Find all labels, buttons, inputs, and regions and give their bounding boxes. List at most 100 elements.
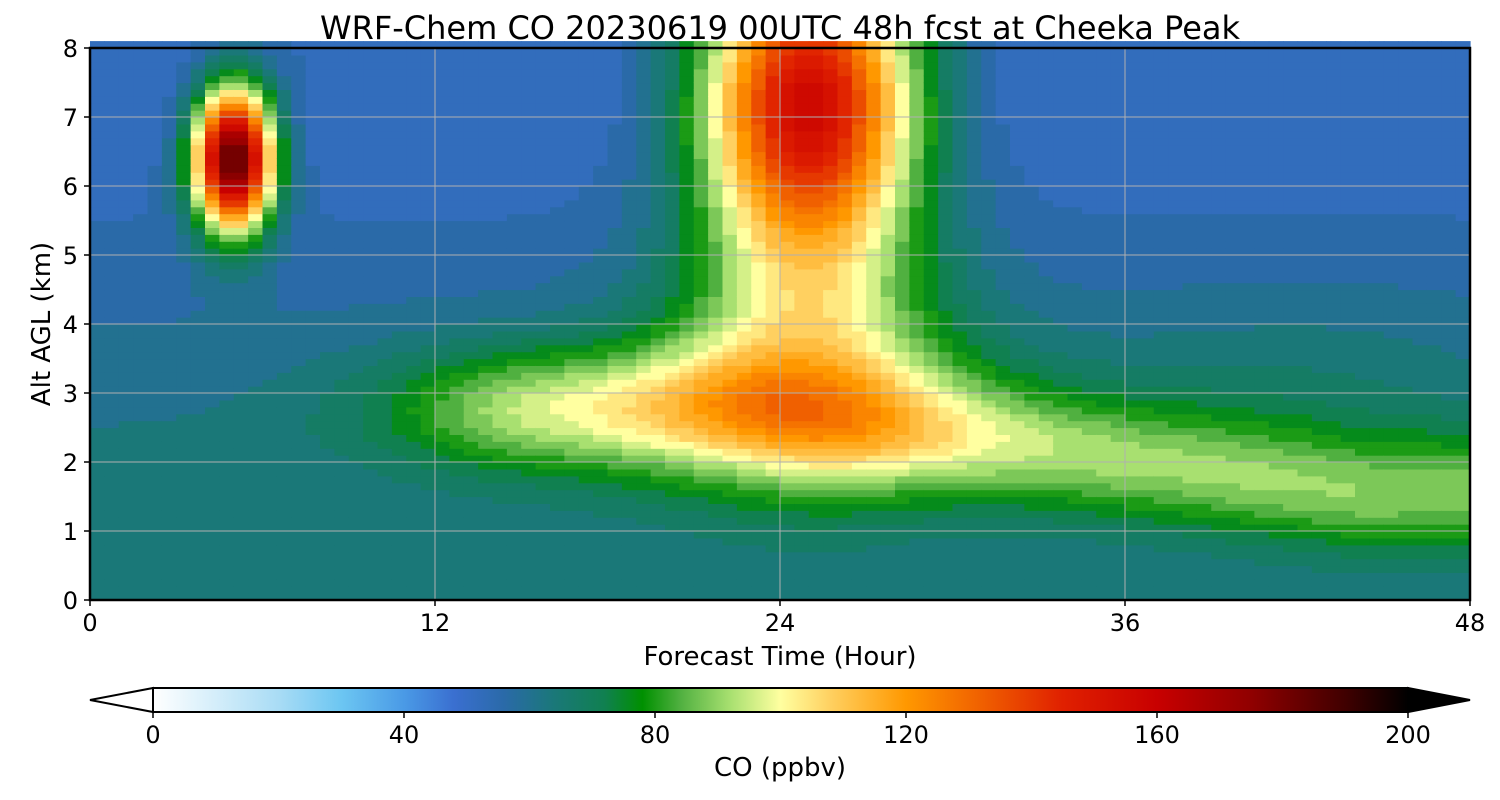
heatmap-cell — [391, 48, 407, 56]
heatmap-cell — [133, 289, 149, 297]
heatmap-cell — [161, 572, 177, 580]
heatmap-cell — [233, 324, 249, 332]
heatmap-cell — [679, 275, 695, 284]
heatmap-cell — [665, 241, 680, 249]
heatmap-cell — [147, 117, 163, 125]
heatmap-cell — [492, 441, 508, 449]
heatmap-cell — [722, 503, 738, 511]
heatmap-cell — [923, 158, 939, 166]
heatmap-cell — [550, 482, 565, 491]
heatmap-cell — [564, 586, 580, 594]
heatmap-cell — [866, 227, 882, 235]
heatmap-cell — [765, 379, 781, 387]
heatmap-cell — [190, 158, 206, 166]
heatmap-cell — [621, 89, 637, 97]
heatmap-cell — [722, 220, 738, 228]
heatmap-cell — [938, 172, 954, 180]
heatmap-cell — [276, 165, 292, 173]
heatmap-cell — [550, 586, 565, 594]
heatmap-cell — [966, 524, 982, 532]
heatmap-cell — [133, 54, 149, 63]
heatmap-cell — [435, 117, 450, 125]
heatmap-cell — [219, 475, 235, 484]
heatmap-cell — [478, 158, 494, 166]
heatmap-cell — [765, 455, 781, 463]
heatmap-cell — [104, 399, 120, 408]
heatmap-cell — [550, 579, 565, 587]
heatmap-cell — [607, 441, 623, 449]
heatmap-cell — [722, 261, 738, 270]
heatmap-cell — [952, 434, 968, 442]
heatmap-cell — [794, 172, 810, 180]
heatmap-cell — [463, 510, 479, 518]
heatmap-cell — [837, 406, 853, 415]
heatmap-cell — [506, 524, 522, 532]
heatmap-cell — [880, 75, 896, 84]
heatmap-cell — [895, 572, 910, 580]
heatmap-cell — [708, 282, 724, 291]
heatmap-cell — [837, 275, 853, 284]
heatmap-cell — [161, 393, 177, 401]
heatmap-cell — [736, 241, 752, 249]
heatmap-cell — [578, 117, 594, 125]
heatmap-cell — [492, 255, 508, 263]
heatmap-cell — [808, 248, 824, 256]
heatmap-cell — [679, 151, 695, 159]
heatmap-cell — [305, 227, 321, 235]
heatmap-cell — [650, 593, 666, 601]
heatmap-cell — [578, 413, 594, 422]
heatmap-cell — [751, 206, 767, 215]
heatmap-cell — [262, 386, 278, 394]
heatmap-cell — [808, 524, 824, 532]
heatmap-cell — [377, 399, 393, 408]
heatmap-cell — [794, 330, 810, 339]
heatmap-cell — [521, 310, 537, 318]
heatmap-cell — [363, 496, 379, 504]
heatmap-cell — [133, 434, 149, 442]
heatmap-cell — [104, 199, 120, 208]
heatmap-cell — [506, 544, 522, 553]
heatmap-cell — [133, 565, 149, 573]
heatmap-cell — [722, 96, 738, 104]
heatmap-cell — [391, 54, 407, 63]
heatmap-cell — [248, 310, 264, 318]
heatmap-cell — [248, 551, 264, 560]
heatmap-cell — [305, 462, 321, 470]
heatmap-cell — [463, 531, 479, 539]
heatmap-cell — [161, 537, 177, 546]
heatmap-cell — [90, 468, 105, 477]
heatmap-cell — [391, 586, 407, 594]
heatmap-cell — [909, 103, 925, 111]
heatmap-cell — [794, 96, 810, 104]
heatmap-cell — [923, 89, 939, 97]
heatmap-cell — [823, 558, 839, 567]
heatmap-cell — [593, 468, 609, 477]
heatmap-cell — [133, 282, 149, 291]
heatmap-cell — [276, 406, 292, 415]
heatmap-cell — [233, 503, 249, 511]
heatmap-cell — [90, 379, 105, 387]
heatmap-cell — [909, 165, 925, 173]
heatmap-cell — [118, 255, 134, 263]
heatmap-cell — [90, 517, 105, 525]
heatmap-cell — [794, 303, 810, 311]
heatmap-cell — [133, 234, 149, 242]
heatmap-cell — [435, 317, 450, 325]
heatmap-cell — [895, 172, 910, 180]
heatmap-cell — [506, 365, 522, 373]
heatmap-cell — [578, 351, 594, 360]
heatmap-cell — [851, 551, 867, 560]
heatmap-cell — [420, 517, 436, 525]
heatmap-cell — [406, 41, 422, 49]
heatmap-cell — [377, 393, 393, 401]
heatmap-cell — [320, 110, 335, 118]
heatmap-cell — [909, 255, 925, 263]
heatmap-cell — [161, 468, 177, 477]
heatmap-cell — [722, 365, 738, 373]
heatmap-cell — [823, 406, 839, 415]
heatmap-cell — [794, 248, 810, 256]
heatmap-cell — [161, 441, 177, 449]
heatmap-cell — [391, 61, 407, 70]
heatmap-cell — [478, 96, 494, 104]
heatmap-cell — [291, 462, 307, 470]
